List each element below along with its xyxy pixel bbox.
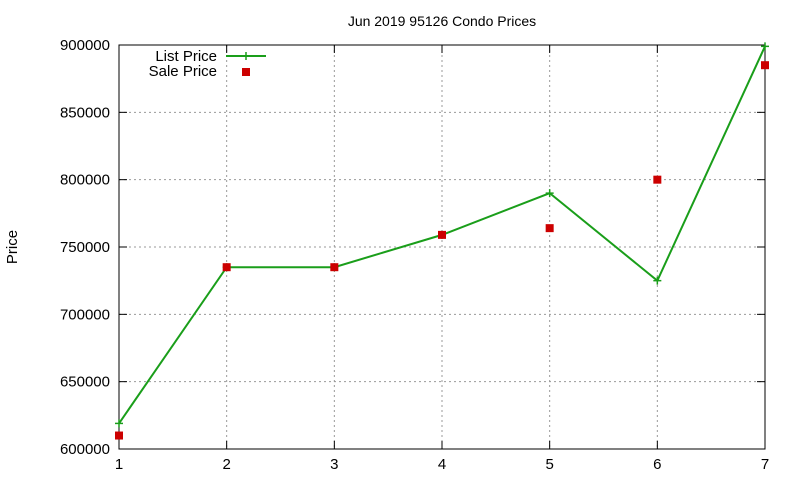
x-axis-ticks: 1 2 3 4 5 6 7 [115,45,769,473]
x-tick-label: 3 [330,456,338,473]
y-tick-label: 600000 [60,441,110,458]
x-tick-label: 7 [761,456,769,473]
legend: List Price Sale Price [149,48,266,80]
x-tick-label: 4 [438,456,446,473]
data-point-sale-price [330,263,339,272]
y-tick-label: 700000 [60,306,110,323]
data-point-sale-price [545,224,554,233]
x-tick-label: 1 [115,456,123,473]
x-tick-label: 5 [545,456,553,473]
legend-label-sale-price: Sale Price [149,63,217,80]
x-tick-label: 6 [653,456,661,473]
y-tick-label: 850000 [60,104,110,121]
grid [119,45,765,449]
data-point-list-price [761,42,769,51]
y-tick-label: 900000 [60,37,110,54]
data-point-list-price [653,276,662,285]
data-point-sale-price [653,175,662,184]
y-tick-label: 650000 [60,374,110,391]
chart-title: Jun 2019 95126 Condo Prices [348,13,536,29]
data-point-sale-price [222,263,231,272]
series [115,42,769,440]
legend-marker-list-price [242,52,250,60]
y-tick-label: 800000 [60,172,110,189]
data-point-list-price [115,419,123,428]
legend-marker-sale-price [242,68,250,76]
data-point-sale-price [115,431,123,440]
x-tick-label: 2 [222,456,230,473]
data-point-sale-price [438,230,446,239]
data-point-sale-price [761,61,769,70]
y-axis-ticks: 600000 650000 700000 750000 800000 850000 9000… [60,37,765,458]
y-tick-label: 750000 [60,239,110,256]
y-axis-label: Price [4,230,21,264]
legend-label-list-price: List Price [155,48,217,65]
legend-plus-marker [242,52,250,60]
data-point-list-price [545,189,554,198]
